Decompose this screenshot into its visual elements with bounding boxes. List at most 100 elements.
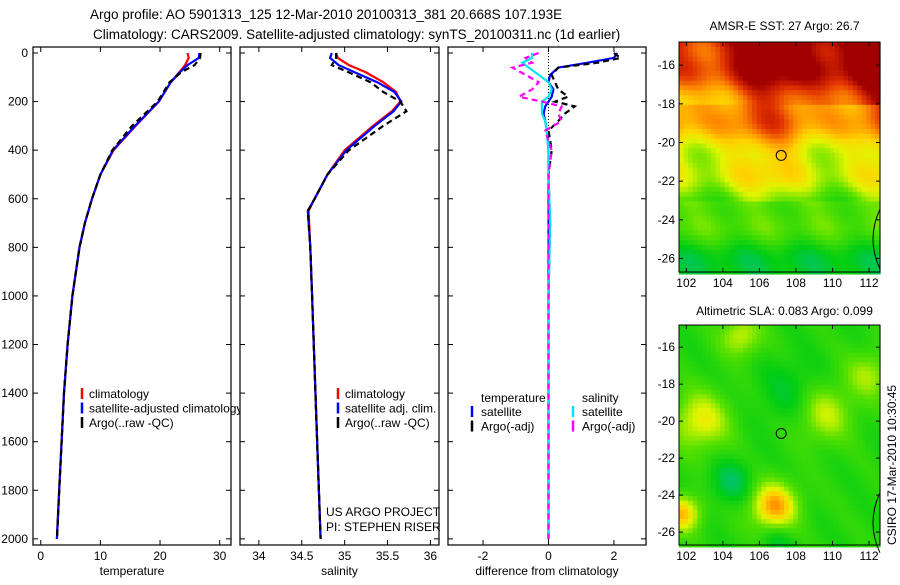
map-cell — [765, 463, 771, 469]
map-cell — [838, 158, 845, 164]
map-cell — [806, 449, 813, 455]
map-cell — [770, 51, 776, 58]
map-cell — [848, 348, 854, 354]
map-cell — [729, 162, 735, 169]
map-cell — [679, 230, 685, 236]
map-cell — [843, 533, 849, 539]
map-cell — [683, 211, 689, 217]
map-cell — [816, 42, 822, 48]
map-cell — [788, 133, 794, 140]
map-cell — [701, 403, 707, 409]
map-cell — [802, 325, 808, 331]
map-cell — [720, 394, 726, 400]
map-cell — [834, 435, 840, 442]
map-cell — [866, 191, 872, 198]
map-cell — [797, 371, 803, 377]
map-cell — [756, 329, 762, 335]
map-cell — [756, 528, 762, 534]
map-cell — [843, 375, 849, 381]
map-cell — [779, 90, 785, 96]
map-cell — [679, 491, 685, 497]
map-cell — [866, 449, 872, 455]
map-cell — [802, 191, 808, 198]
map-cell — [679, 187, 685, 193]
map-cell — [797, 259, 803, 265]
map-cell — [679, 46, 685, 53]
map-cell — [743, 191, 749, 198]
map-cell — [843, 394, 849, 400]
map-cell — [706, 389, 712, 395]
series-line-salinity-satellite — [520, 53, 553, 539]
map-cell — [779, 225, 785, 231]
map-cell — [829, 468, 835, 474]
map-cell — [756, 143, 762, 149]
map-cell — [852, 463, 858, 469]
map-cell — [774, 468, 781, 474]
map-cell — [788, 119, 794, 125]
map-cell — [816, 352, 822, 358]
map-cell — [756, 225, 762, 231]
map-cell — [747, 71, 753, 77]
map-cell — [866, 505, 872, 511]
map-cell — [802, 138, 808, 144]
map-cell — [697, 394, 703, 400]
map-cell — [838, 343, 845, 349]
map-cell — [829, 104, 835, 111]
map-cell — [838, 528, 845, 534]
map-cell — [802, 408, 808, 414]
map-cell — [829, 375, 835, 381]
map-cell — [711, 100, 717, 106]
map-cell — [688, 440, 694, 446]
map-cell — [843, 334, 849, 340]
map-cell — [816, 75, 822, 82]
map-cell — [866, 119, 872, 125]
map-cell — [861, 454, 867, 460]
map-cell — [733, 482, 739, 488]
map-cell — [843, 148, 849, 154]
map-cell — [701, 357, 707, 363]
map-cell — [701, 240, 707, 246]
map-cell — [720, 509, 726, 516]
map-cell — [838, 143, 845, 149]
map-cell — [788, 95, 794, 101]
map-cell — [825, 153, 831, 159]
map-cell — [802, 412, 808, 418]
map-cell — [688, 162, 694, 169]
map-cell — [770, 143, 776, 149]
map-cell — [715, 75, 721, 82]
map-title: Altimetric SLA: 0.083 Argo: 0.099 — [696, 304, 873, 318]
map-cell — [811, 240, 817, 246]
map-cell — [738, 177, 744, 183]
map-cell — [770, 417, 776, 423]
map-cell — [738, 408, 744, 414]
map-cell — [697, 51, 703, 58]
map-cell — [679, 398, 685, 405]
x-tick-label: 0 — [37, 549, 44, 563]
map-cell — [747, 343, 753, 349]
map-cell — [870, 468, 877, 474]
map-cell — [779, 482, 785, 488]
map-cell — [715, 191, 721, 198]
map-cell — [692, 56, 698, 62]
map-cell — [752, 182, 758, 188]
map-cell — [857, 158, 863, 164]
map-cell — [870, 477, 877, 483]
map-cell — [829, 496, 835, 502]
map-cell — [875, 46, 881, 53]
map-cell — [724, 496, 730, 502]
map-cell — [793, 482, 799, 488]
map-cell — [861, 75, 867, 82]
map-cell — [720, 389, 726, 395]
map-cell — [848, 533, 854, 539]
map-cell — [843, 95, 849, 101]
map-cell — [857, 187, 863, 193]
map-cell — [820, 177, 826, 183]
map-cell — [779, 472, 785, 479]
map-cell — [770, 463, 776, 469]
map-cell — [679, 528, 685, 534]
map-cell — [829, 371, 835, 377]
map-cell — [765, 338, 771, 345]
map-cell — [765, 211, 771, 217]
map-cell — [806, 338, 813, 345]
map-cell — [738, 472, 744, 479]
